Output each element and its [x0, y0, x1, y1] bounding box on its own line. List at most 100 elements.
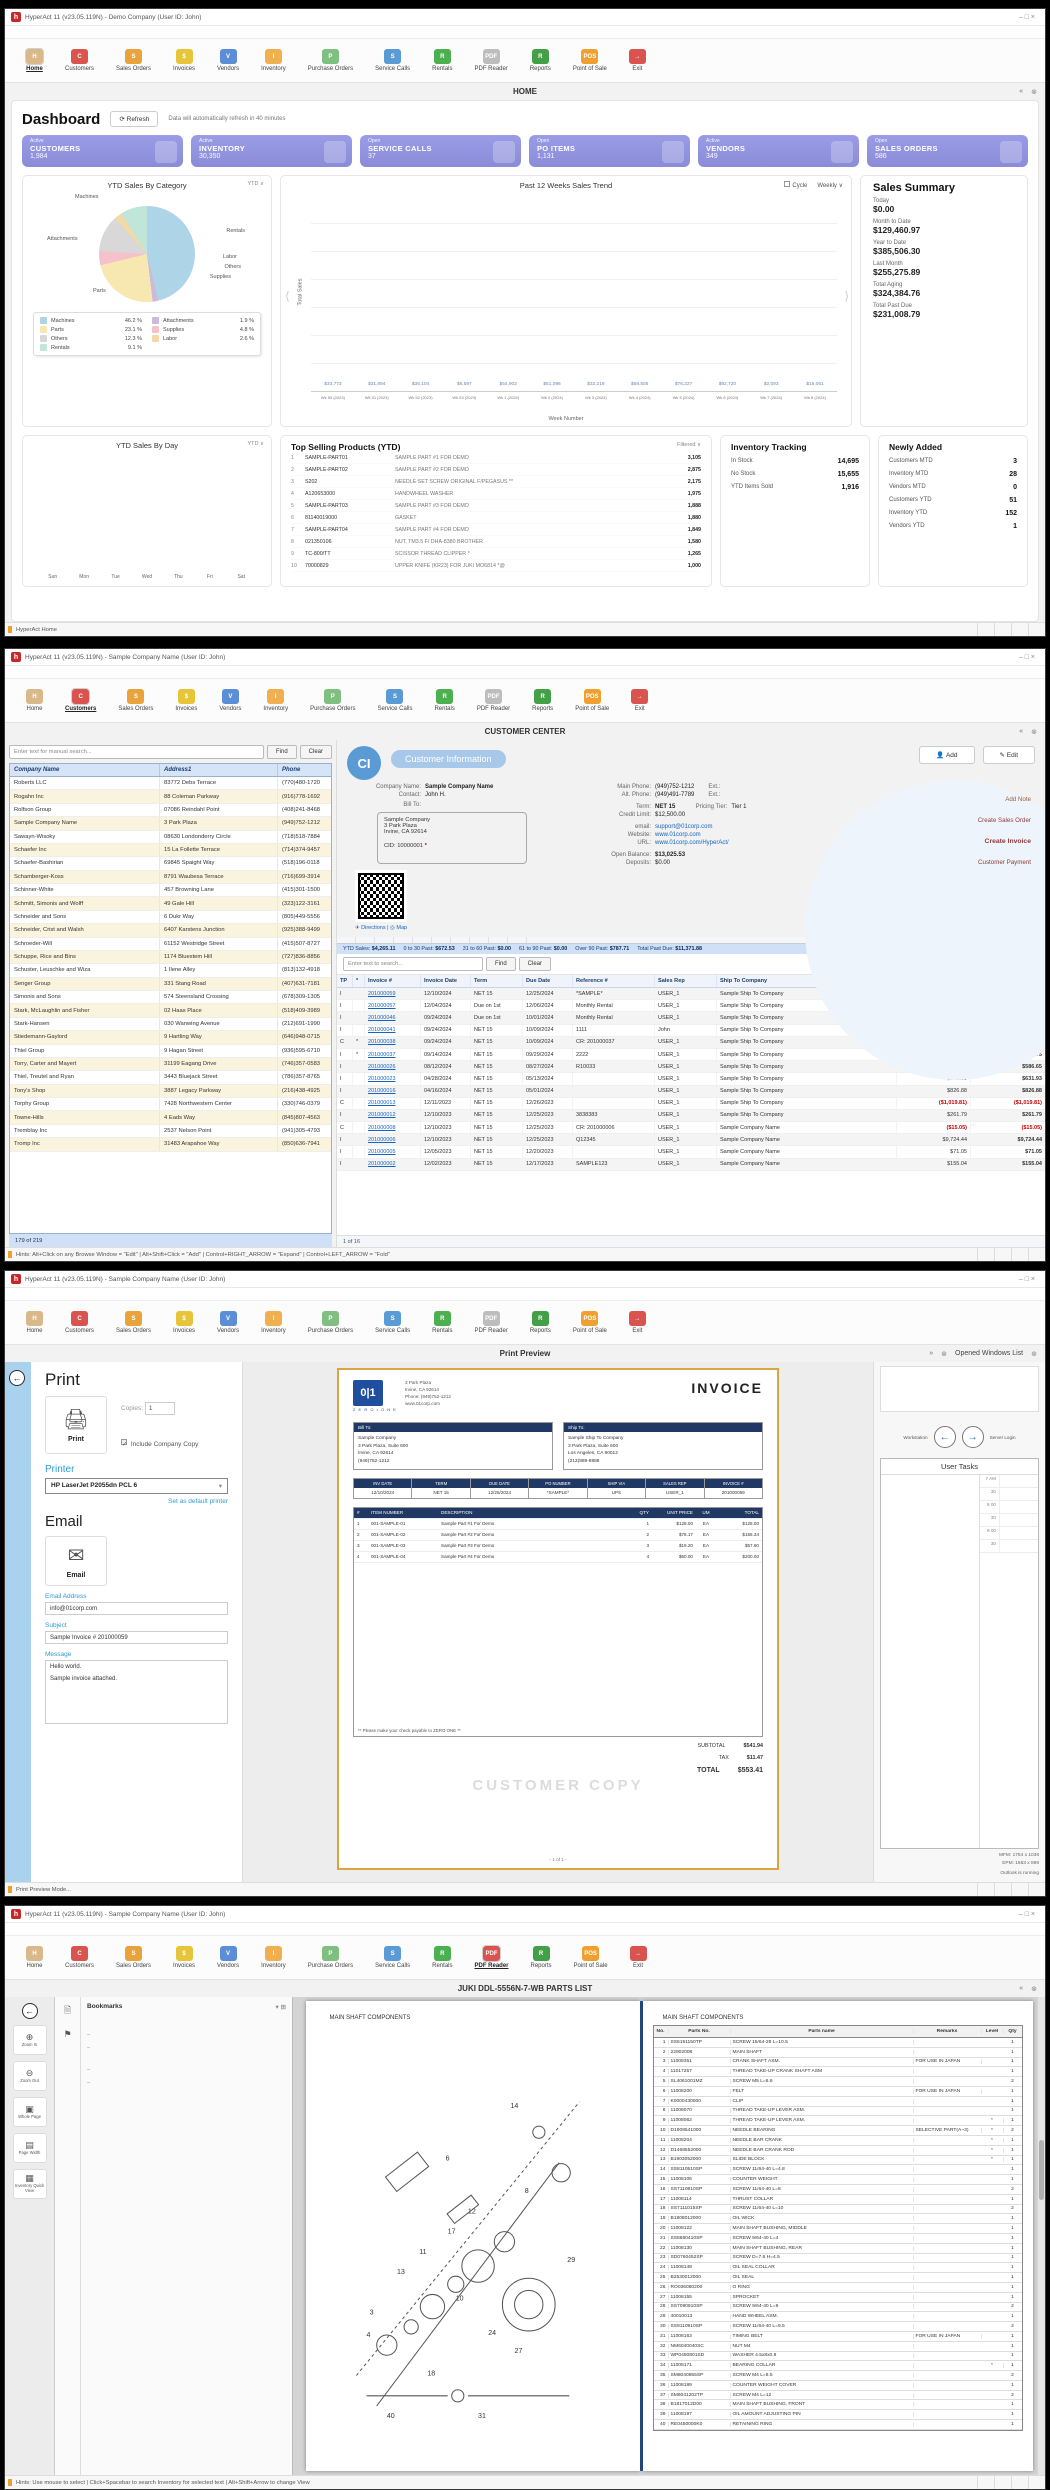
add-note-link[interactable]: Add Note [1005, 796, 1031, 803]
invoice-search-input[interactable]: Enter text to search... [343, 957, 483, 971]
byday-range-dropdown[interactable]: YTD ∨ [247, 441, 264, 447]
toolbar-button[interactable]: R Rentals [421, 1936, 463, 1979]
toolbar-button[interactable]: POS Point of Sale [563, 1936, 619, 1979]
invoice-row[interactable]: I 201000002 12/02/2023 NET 15 12/17/2023 S… [337, 1158, 1045, 1171]
customer-row[interactable]: Schaefer Inc 15 La Follette Terrace (714… [10, 843, 331, 858]
opened-window-item[interactable] [881, 1405, 1038, 1408]
toolbar-button[interactable]: P Purchase Orders [299, 679, 366, 722]
detail-tab[interactable] [432, 937, 451, 943]
window-controls[interactable]: – □ × [1018, 653, 1035, 661]
product-row[interactable]: 6 81140019000 GASKET 1,880 [291, 512, 701, 524]
toolbar-button[interactable]: S Service Calls [364, 1301, 421, 1344]
toolbar-button[interactable]: C Customers [54, 1301, 105, 1344]
customer-row[interactable]: Tromp Inc 31483 Arapahoe Way (850)636-79… [10, 1138, 331, 1152]
pdf-tool-button[interactable]: ⊖ Zoom Out [12, 2061, 47, 2091]
bookmark-flag-icon[interactable]: ⚑ [63, 2029, 72, 2039]
invoice-find-button[interactable]: Find [486, 957, 516, 971]
invoice-number-link[interactable]: 201000012 [365, 1109, 421, 1122]
add-button[interactable]: 👤 Add [919, 746, 975, 764]
printer-select[interactable]: HP LaserJet P2055dn PCL 6 ▾ [45, 1478, 228, 1494]
customer-grid-header[interactable]: Company Name Address1 Phone [10, 764, 331, 777]
pie-chart[interactable] [99, 206, 195, 302]
customer-row[interactable]: Stark, McLaughlin and Fisher 02 Haas Pla… [10, 1004, 331, 1018]
customer-row[interactable]: Schuppe, Rice and Bins 1174 Bluestem Hil… [10, 950, 331, 965]
toolbar-button[interactable]: PDF PDF Reader [466, 679, 521, 722]
customer-row[interactable]: Sample Company Name 3 Park Plaza (949)75… [10, 817, 331, 831]
detail-tab[interactable] [413, 937, 432, 943]
toolbar-button[interactable]: P Purchase Orders [297, 1936, 364, 1979]
invoice-number-link[interactable]: 201000057 [365, 1000, 421, 1012]
customer-row[interactable]: Schneider and Sons 6 Dukr Way (805)449-5… [10, 910, 331, 925]
title-bar[interactable]: h HyperAct 11 (v23.05.119N) - Demo Compa… [5, 9, 1045, 26]
toolbar-button[interactable]: C Customers [54, 679, 107, 722]
toolbar-button[interactable]: POS Point of Sale [564, 679, 620, 722]
toolbar-button[interactable]: POS Point of Sale [562, 1301, 618, 1344]
directions-link[interactable]: ✈ Directions [355, 925, 386, 931]
customer-row[interactable]: Roberts LLC 83772 Debs Terrace (770)480-… [10, 777, 331, 791]
invoice-number-link[interactable]: 201000046 [365, 1012, 421, 1024]
detail-tab[interactable] [356, 937, 375, 943]
pdf-page-table[interactable]: MAIN SHAFT COMPONENTS No. Parts No. Parts… [642, 2001, 1033, 2471]
clear-button[interactable]: Clear [299, 745, 332, 759]
product-row[interactable]: 5 SAMPLE-PART03 SAMPLE PART #3 FOR DEMO … [291, 500, 701, 512]
window-controls[interactable]: – □ × [1018, 1275, 1035, 1283]
toolbar-button[interactable]: → Exit [620, 679, 659, 722]
toolbar-button[interactable]: $ Invoices [162, 1936, 206, 1979]
message-textarea[interactable]: Hello world. Sample invoice attached. [45, 1660, 228, 1724]
toolbar-button[interactable]: C Customers [54, 39, 105, 82]
toolbar-button[interactable]: $ Invoices [162, 1301, 206, 1344]
copies-stepper[interactable]: 1 [144, 1402, 175, 1415]
kpi-tile[interactable]: Open PO ITEMS 1,131 [529, 135, 690, 167]
invoice-number-link[interactable]: 201000008 [365, 1122, 421, 1134]
customer-row[interactable]: Simonis and Sons 574 Steensland Crossing… [10, 991, 331, 1005]
window-controls[interactable]: – □ × [1018, 13, 1035, 21]
invoice-row[interactable]: C 201000013 12/11/2023 NET 15 12/26/2023 … [337, 1097, 1045, 1110]
invoice-preview-page[interactable]: 0|1 Z E R O • O N E 3 Park Plaza Irvine,… [337, 1368, 779, 1870]
detail-tab[interactable] [337, 937, 356, 943]
bookmark-item[interactable] [85, 2030, 288, 2035]
customer-row[interactable]: Stiedemann-Gaylord 9 Hartling Way (646)9… [10, 1031, 331, 1045]
invoice-number-link[interactable]: 201000005 [365, 1146, 421, 1158]
toolbar-button[interactable]: C Customers [54, 1936, 105, 1979]
cycle-checkbox[interactable]: Cycle [784, 181, 807, 189]
edit-button[interactable]: ✎ Edit [982, 746, 1035, 764]
toolbar-button[interactable]: R Reports [519, 1301, 562, 1344]
toolbar-button[interactable]: → Exit [619, 1936, 658, 1979]
toolbar-button[interactable]: PDF PDF Reader [463, 1936, 519, 1979]
toolbar-button[interactable]: P Purchase Orders [297, 39, 364, 82]
bookmark-item[interactable] [85, 2021, 288, 2026]
toolbar-button[interactable]: I Inventory [250, 1301, 297, 1344]
close-page-icon[interactable]: ⊗ [941, 1350, 948, 1358]
toolbar-button[interactable]: V Vendors [208, 679, 252, 722]
customer-payment-link[interactable]: Customer Payment [978, 859, 1031, 866]
product-row[interactable]: 7 SAMPLE-PART04 SAMPLE PART #4 FOR DEMO … [291, 524, 701, 536]
calendar-slot[interactable]: 30 [980, 1514, 1038, 1528]
customer-row[interactable]: Schneider, Crist and Walsh 6407 Karstens… [10, 924, 331, 938]
customer-row[interactable]: Towne-Hills 4 Eads Way (845)807-4563 [10, 1111, 331, 1125]
task-list-area[interactable] [881, 1475, 980, 1848]
product-row[interactable]: 9 TC-800/TT SCISSOR THREAD CLIPPER * 1,2… [291, 548, 701, 560]
invoice-number-link[interactable]: 201000002 [365, 1158, 421, 1170]
title-bar[interactable]: h HyperAct 11 (v23.05.119N) - Sample Com… [5, 1271, 1045, 1288]
toolbar-button[interactable]: S Service Calls [364, 39, 421, 82]
back-button[interactable]: ← [21, 2003, 38, 2019]
customer-row[interactable]: Torphy Group 7428 Northwestern Center (3… [10, 1098, 331, 1112]
customer-row[interactable]: Schamberger-Koss 8791 Waubesa Terrace (7… [10, 870, 331, 884]
bookmark-item[interactable] [85, 2048, 288, 2052]
toolbar-button[interactable]: H Home [15, 1936, 54, 1979]
toolbar-button[interactable]: S Sales Orders [107, 679, 164, 722]
bookmark-item[interactable] [85, 2026, 288, 2030]
bookmark-item[interactable] [85, 2039, 288, 2043]
invoice-number-link[interactable]: 201000023 [365, 1073, 421, 1085]
toolbar-button[interactable]: $ Invoices [164, 679, 208, 722]
customer-row[interactable]: Schuster, Leuschke and Wiza 1 Ilene Alle… [10, 964, 331, 978]
invoice-row[interactable]: I 201000026 08/12/2024 NET 15 08/27/2024 R… [337, 1061, 1045, 1074]
customer-row[interactable]: Schroeder-Will 61152 Westridge Street (4… [10, 937, 331, 951]
detail-tab[interactable] [394, 937, 413, 943]
owl-close-icon[interactable]: ⊗ [1031, 1350, 1037, 1358]
invoice-row[interactable]: I 201000012 12/10/2023 NET 15 12/25/2023 3… [337, 1109, 1045, 1123]
server-login-button[interactable]: → [961, 1426, 984, 1449]
collapse-icon[interactable]: « [1019, 1984, 1024, 1992]
product-row[interactable]: 1 SAMPLE-PART01 SAMPLE PART #1 FOR DEMO … [291, 452, 701, 464]
kpi-tile[interactable]: Active CUSTOMERS 1,984 [22, 135, 183, 167]
